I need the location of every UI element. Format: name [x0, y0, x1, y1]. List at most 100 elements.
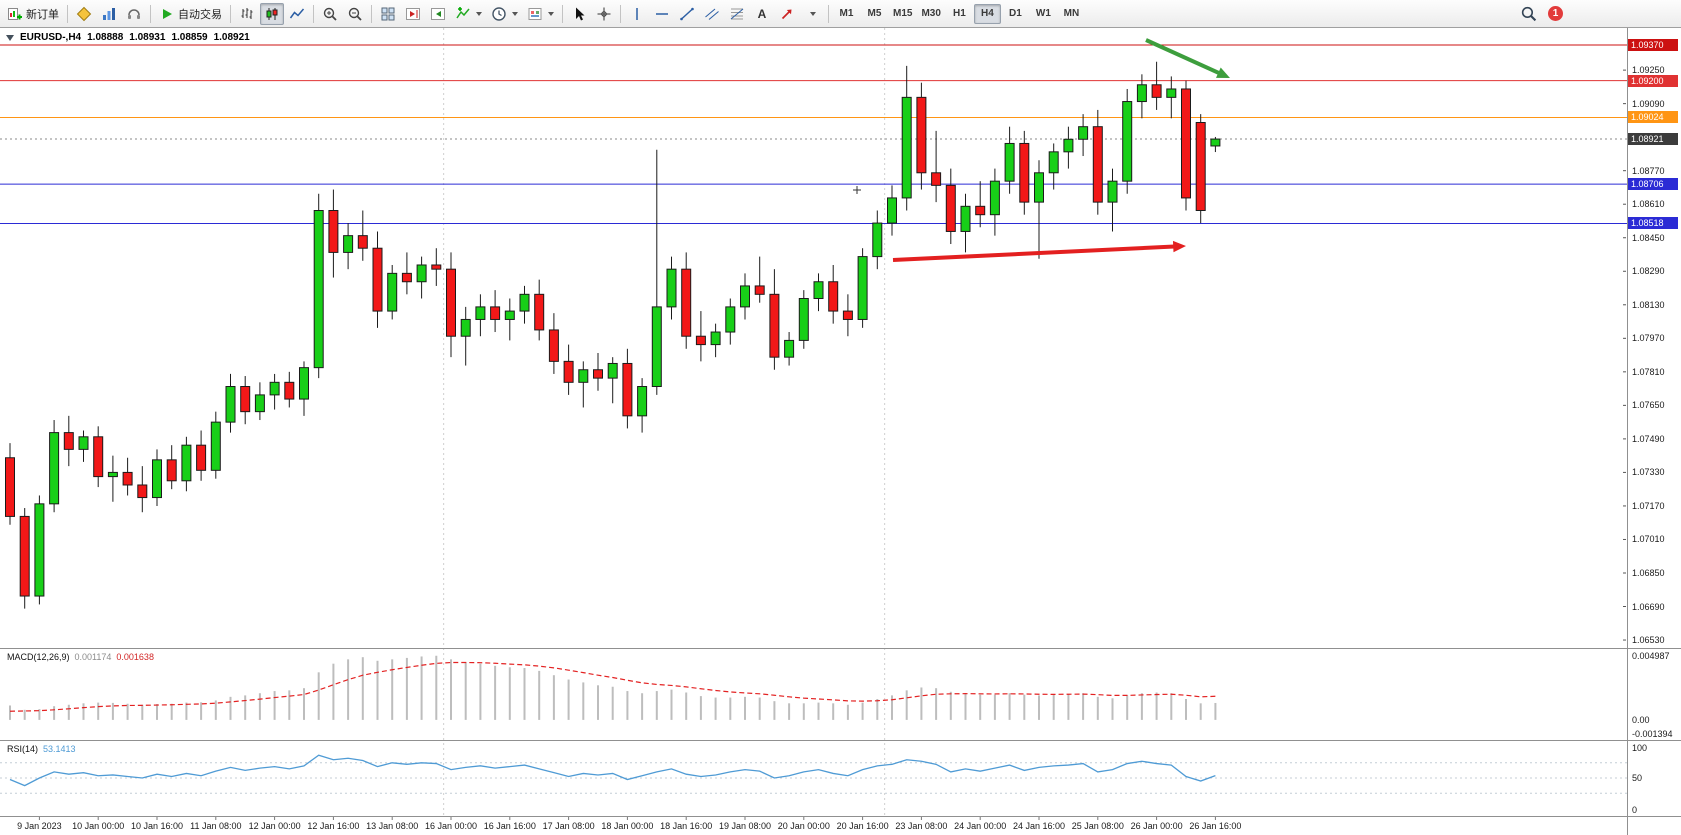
text-tool-button[interactable]: A [750, 3, 774, 25]
horizontal-line-icon [656, 12, 668, 15]
bar-chart-type-button[interactable] [235, 3, 259, 25]
macd-main-value: 0.001174 [74, 652, 112, 662]
time-label: 18 Jan 16:00 [660, 821, 713, 831]
crosshair-tool-button[interactable] [592, 3, 616, 25]
zoom-out-button[interactable] [343, 3, 367, 25]
timeframe-group: M1 M5 M15 M30 H1 H4 D1 W1 MN [833, 3, 1085, 24]
data-window-icon [103, 7, 115, 20]
toolbar-separator [828, 4, 829, 23]
cursor-icon [576, 7, 585, 20]
toolbar-separator [371, 4, 372, 23]
price-tick-label: 1.07330 [1632, 467, 1665, 478]
autotrading-label: 自动交易 [178, 8, 222, 21]
chart-low-value: 1.08859 [171, 32, 208, 43]
rsi-indicator-label: RSI(14) 53.1413 [7, 744, 76, 754]
price-axis-border [1627, 28, 1628, 835]
price-level-tag: 1.08518 [1628, 217, 1678, 230]
vertical-line-tool-button[interactable] [625, 3, 649, 25]
auto-scroll-button[interactable] [426, 3, 450, 25]
data-window-button[interactable] [97, 3, 121, 25]
autotrading-play-icon [163, 8, 172, 19]
timeframe-m30-button[interactable]: M30 [921, 8, 941, 19]
timeframe-mn-button[interactable]: MN [1063, 8, 1080, 19]
line-chart-type-button[interactable] [285, 3, 309, 25]
time-label: 23 Jan 08:00 [895, 821, 948, 831]
chart-close-value: 1.08921 [213, 32, 250, 43]
horizontal-line-tool-button[interactable] [650, 3, 674, 25]
zoom-in-button[interactable] [318, 3, 342, 25]
templates-button[interactable] [523, 3, 558, 25]
fibonacci-tool-button[interactable] [725, 3, 749, 25]
timeframe-h1-button[interactable]: H1 [953, 8, 966, 19]
macd-indicator-label: MACD(12,26,9) 0.001174 0.001638 [7, 652, 154, 662]
timeframe-m1-button[interactable]: M1 [839, 8, 854, 19]
timeframe-d1-button[interactable]: D1 [1009, 8, 1022, 19]
price-tick-label: 1.07650 [1632, 400, 1665, 411]
rsi-axis-100-label: 100 [1632, 743, 1648, 753]
timeframe-m5-button[interactable]: M5 [867, 8, 882, 19]
bar-chart-icon [241, 7, 253, 19]
search-button[interactable] [1516, 3, 1541, 25]
timeframe-h4-button[interactable]: H4 [973, 3, 1001, 24]
chart-shift-icon [406, 7, 420, 20]
macd-signal-value: 0.001638 [116, 652, 154, 662]
candlestick-chart-type-button[interactable] [260, 2, 284, 25]
rsi-value: 53.1413 [43, 744, 76, 754]
market-watch-button[interactable] [72, 3, 96, 25]
time-label: 24 Jan 16:00 [1012, 821, 1066, 831]
one-click-trading-caret-icon[interactable] [6, 34, 14, 41]
price-tick-label: 1.07170 [1632, 500, 1665, 511]
rsi-panel-border[interactable] [0, 740, 1681, 741]
time-label: 9 Jan 2023 [17, 821, 62, 831]
timeframe-w1-button[interactable]: W1 [1035, 8, 1051, 19]
toolbar-right-group: 1 [1516, 3, 1563, 25]
trendline-tool-button[interactable] [675, 3, 699, 25]
red-arrow-annotation[interactable] [892, 240, 1186, 262]
macd-name: MACD(12,26,9) [7, 652, 70, 662]
price-tick-label: 1.08130 [1632, 299, 1665, 310]
macd-panel-border[interactable] [0, 648, 1681, 649]
zoom-in-icon [323, 7, 337, 21]
line-chart-icon [289, 8, 305, 18]
price-tick-label: 1.06850 [1632, 567, 1665, 578]
macd-axis-max-label: 0.004987 [1632, 651, 1670, 661]
macd-histogram [9, 655, 1217, 720]
tile-windows-button[interactable] [376, 3, 400, 25]
dropdown-caret-icon [548, 11, 554, 16]
price-level-tag: 1.08706 [1628, 178, 1678, 191]
green-arrow-annotation[interactable] [1145, 38, 1230, 78]
time-label: 16 Jan 00:00 [424, 821, 478, 831]
timeframe-m15-button[interactable]: M15 [893, 8, 913, 19]
macd-axis-min-label: -0.001394 [1632, 729, 1673, 739]
autotrading-button[interactable]: 自动交易 [155, 3, 226, 25]
arrows-tool-button[interactable] [775, 3, 799, 25]
new-order-button[interactable]: 新订单 [3, 3, 63, 25]
price-tick-label: 1.08290 [1632, 266, 1665, 277]
chart-high-value: 1.08931 [129, 32, 166, 43]
chart-shift-button[interactable] [401, 3, 425, 25]
shapes-dropdown-button[interactable] [800, 3, 824, 25]
add-indicator-icon [456, 6, 470, 18]
candlestick-chart-icon [266, 7, 278, 20]
add-indicator-button[interactable] [451, 3, 486, 25]
time-label: 13 Jan 08:00 [366, 821, 419, 831]
time-axis[interactable]: 9 Jan 2023 10 Jan 00:00 10 Jan 16:00 11 Jan… [0, 816, 1681, 835]
price-tick-label: 1.08770 [1632, 165, 1665, 176]
price-axis[interactable]: 1.09250 1.09090 1.08770 1.08610 1.08450 1.082… [1627, 28, 1681, 835]
notification-badge[interactable]: 1 [1548, 6, 1563, 21]
time-label: 10 Jan 16:00 [130, 821, 184, 831]
chart-canvas[interactable] [0, 28, 1627, 835]
channel-tool-button[interactable] [700, 3, 724, 25]
cursor-tool-button[interactable] [567, 3, 591, 25]
navigator-button[interactable] [122, 3, 146, 25]
price-tick-label: 1.07490 [1632, 433, 1665, 444]
macd-axis-zero-label: 0.00 [1632, 714, 1650, 725]
cross-marker-annotation[interactable] [853, 186, 861, 194]
time-label: 24 Jan 00:00 [954, 821, 1007, 831]
price-level-tag: 1.09370 [1628, 38, 1678, 51]
tile-windows-icon [381, 7, 395, 20]
time-label: 26 Jan 00:00 [1130, 821, 1183, 831]
periods-button[interactable] [487, 3, 522, 25]
chart-open-value: 1.08888 [87, 32, 124, 43]
chart-window[interactable]: EURUSD-,H4 1.08888 1.08931 1.08859 1.089… [0, 28, 1681, 835]
